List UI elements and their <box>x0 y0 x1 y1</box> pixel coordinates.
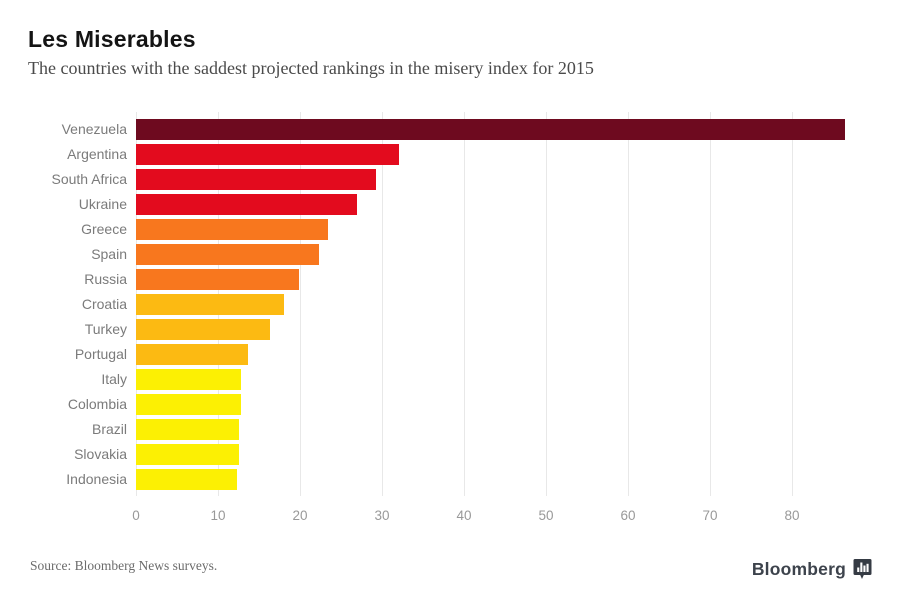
source-note: Source: Bloomberg News surveys. <box>30 558 218 573</box>
gridline-x-80 <box>792 112 793 496</box>
chart-subtitle: The countries with the saddest projected… <box>28 58 594 78</box>
category-label-turkey: Turkey <box>84 321 127 337</box>
x-axis-tick-label: 10 <box>210 508 226 523</box>
bar-argentina <box>136 144 400 165</box>
x-axis-tick-label: 60 <box>620 508 636 523</box>
bar-greece <box>136 219 328 240</box>
category-label-spain: Spain <box>91 246 127 262</box>
bar-russia <box>136 269 300 290</box>
x-axis-tick-label: 0 <box>132 508 140 523</box>
bar-brazil <box>136 419 239 440</box>
category-label-indonesia: Indonesia <box>66 471 127 487</box>
x-axis-tick-label: 80 <box>784 508 800 523</box>
category-label-venezuela: Venezuela <box>61 121 127 137</box>
category-label-colombia: Colombia <box>67 396 127 412</box>
bar-italy <box>136 369 241 390</box>
bloomberg-wordmark: Bloomberg <box>751 558 846 579</box>
category-label-croatia: Croatia <box>81 296 127 312</box>
category-label-ukraine: Ukraine <box>78 196 127 212</box>
bar-south-africa <box>136 169 377 190</box>
bar-croatia <box>136 294 285 315</box>
gridline-x-20 <box>300 112 301 496</box>
bar-spain <box>136 244 319 265</box>
x-axis-tick-label: 20 <box>292 508 308 523</box>
bar-venezuela <box>136 119 846 140</box>
category-label-south-africa: South Africa <box>51 171 128 187</box>
bar-turkey <box>136 319 270 340</box>
gridline-x-60 <box>628 112 629 496</box>
category-label-slovakia: Slovakia <box>74 446 127 462</box>
bar-portugal <box>136 344 248 365</box>
gridline-x-30 <box>382 112 383 496</box>
category-label-italy: Italy <box>101 371 127 387</box>
category-label-argentina: Argentina <box>67 146 127 162</box>
bloomberg-logo: Bloomberg <box>752 558 872 580</box>
x-axis-tick-label: 30 <box>374 508 390 523</box>
category-label-brazil: Brazil <box>91 421 127 437</box>
category-label-portugal: Portugal <box>74 346 127 362</box>
category-label-russia: Russia <box>84 271 127 287</box>
bar-slovakia <box>136 444 240 465</box>
gridline-x-70 <box>710 112 711 496</box>
bar-indonesia <box>136 469 237 490</box>
x-axis-tick-label: 40 <box>456 508 472 523</box>
bar-colombia <box>136 394 241 415</box>
gridline-x-40 <box>464 112 465 496</box>
bar-chart-badge-icon <box>853 558 872 580</box>
page-title: Les Miserables <box>28 26 196 52</box>
gridline-x-50 <box>546 112 547 496</box>
misery-index-bar-chart: 0 10 20 30 40 50 60 70 80 Venezuela Argentina South… <box>0 112 902 524</box>
x-axis-tick-label: 50 <box>538 508 554 523</box>
category-label-greece: Greece <box>81 221 127 237</box>
x-axis-tick-label: 70 <box>702 508 718 523</box>
bar-ukraine <box>136 194 358 215</box>
